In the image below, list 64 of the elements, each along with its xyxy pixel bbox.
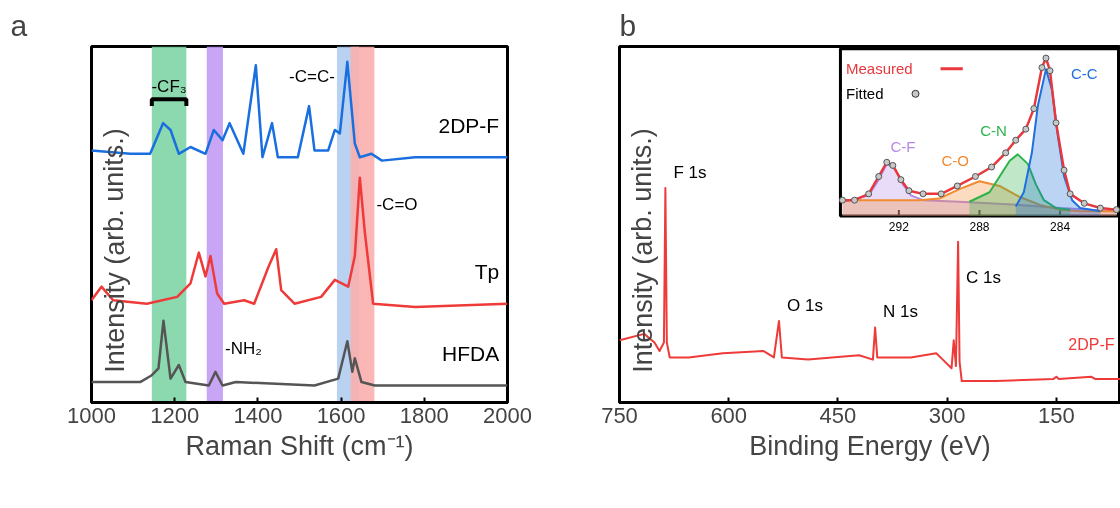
x-axis-title: Binding Energy (eV) bbox=[749, 430, 991, 461]
series-label: C-N bbox=[980, 122, 1007, 140]
annotation: N 1s bbox=[883, 302, 919, 322]
point bbox=[971, 173, 979, 180]
point bbox=[1112, 206, 1120, 214]
series-label: 2DP-F bbox=[438, 113, 500, 137]
legend-label: Measured bbox=[846, 60, 913, 78]
series-label: 2DP-F bbox=[1068, 336, 1115, 354]
point bbox=[1066, 190, 1074, 198]
x-tick-label: 1000 bbox=[67, 402, 116, 428]
point bbox=[1038, 64, 1046, 72]
x-tick-label: 288 bbox=[969, 219, 990, 234]
x-tick-label: 1600 bbox=[316, 402, 366, 428]
chart-title: b bbox=[619, 8, 637, 42]
point bbox=[953, 182, 961, 190]
point bbox=[1012, 136, 1020, 144]
point bbox=[883, 158, 891, 166]
point bbox=[1096, 204, 1104, 212]
series-label: Tp bbox=[474, 260, 500, 284]
x-tick-label: 150 bbox=[1038, 402, 1075, 428]
series-label: HFDA bbox=[442, 342, 500, 366]
series-label: C-C bbox=[1070, 65, 1098, 83]
annotation: F 1s bbox=[673, 163, 707, 183]
legend-label: Fitted bbox=[846, 85, 884, 103]
point bbox=[1052, 119, 1060, 127]
annotation: C 1s bbox=[966, 267, 1002, 287]
x-tick-label: 450 bbox=[819, 402, 857, 428]
point bbox=[1042, 54, 1050, 62]
point bbox=[865, 190, 873, 198]
point bbox=[988, 163, 996, 171]
x-tick-label: 284 bbox=[1050, 219, 1071, 234]
x-tick-label: 292 bbox=[888, 219, 910, 234]
series-label: C-F bbox=[890, 138, 916, 155]
x-tick-label: 1200 bbox=[150, 402, 200, 428]
band-label: -C=C- bbox=[289, 66, 335, 86]
chart-title: a bbox=[10, 8, 28, 42]
band-label: -CF₃ bbox=[151, 76, 187, 96]
point bbox=[1046, 67, 1054, 75]
point bbox=[1022, 125, 1030, 133]
x-axis-title: Raman Shift (cm⁻¹) bbox=[185, 430, 414, 461]
series-label: C-O bbox=[941, 152, 970, 170]
point bbox=[905, 187, 913, 195]
point bbox=[919, 190, 927, 198]
y-axis-title: Intensity (arb. units.) bbox=[627, 128, 658, 373]
y-axis-title: Intensity (arb. units.) bbox=[99, 128, 130, 373]
x-tick-label: 300 bbox=[928, 402, 966, 428]
point bbox=[1030, 105, 1038, 113]
point bbox=[838, 196, 846, 204]
band-label: -NH₂ bbox=[225, 339, 262, 359]
x-tick-label: 600 bbox=[710, 402, 748, 428]
band-label: -C=O bbox=[376, 195, 418, 215]
point bbox=[1060, 166, 1068, 174]
x-tick-label: 2000 bbox=[483, 402, 532, 428]
annotation: O 1s bbox=[786, 296, 823, 316]
point bbox=[851, 196, 859, 204]
x-tick-label: 1800 bbox=[399, 402, 449, 428]
point bbox=[1002, 149, 1010, 157]
x-tick-label: 750 bbox=[601, 402, 638, 428]
point bbox=[937, 190, 945, 198]
point bbox=[875, 173, 883, 180]
point bbox=[897, 176, 905, 184]
x-tick-label: 1400 bbox=[233, 402, 283, 428]
point bbox=[889, 161, 897, 169]
point bbox=[1080, 199, 1088, 207]
